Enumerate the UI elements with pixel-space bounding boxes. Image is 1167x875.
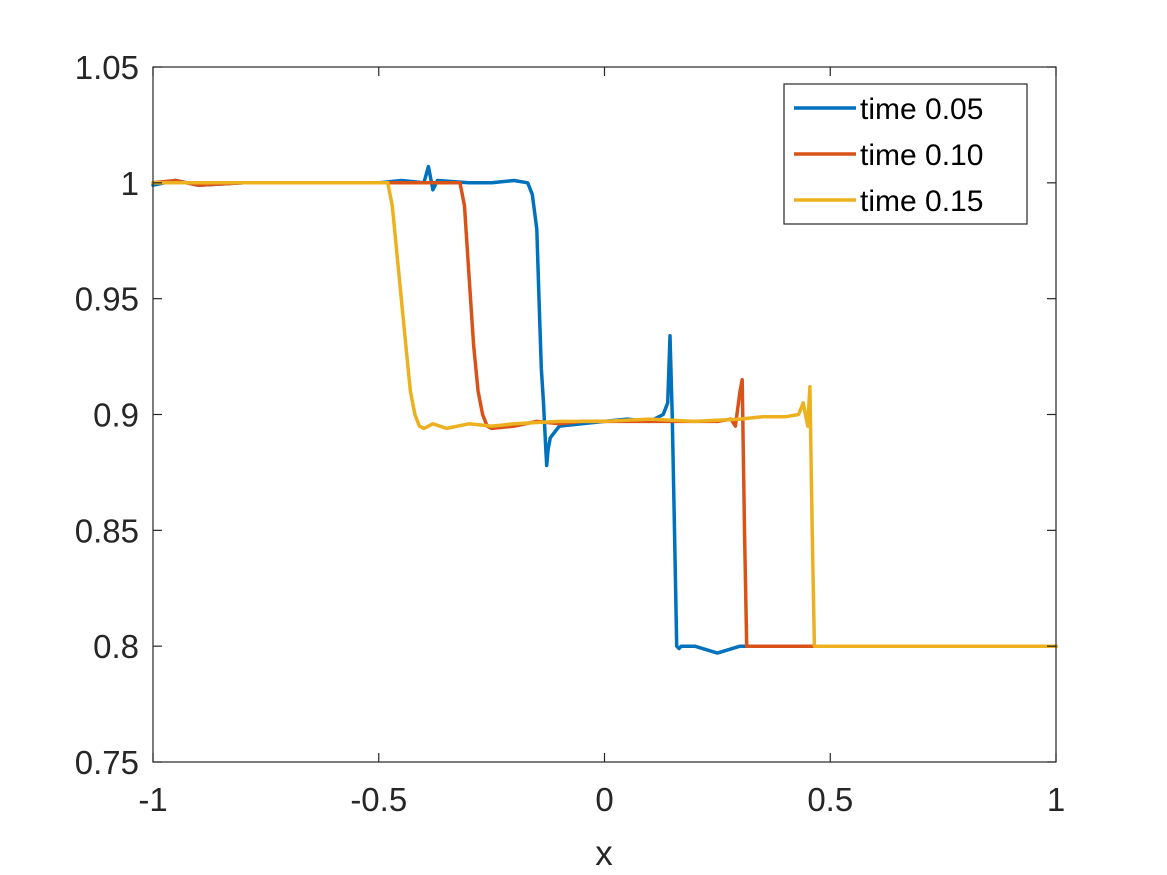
legend-label-1: time 0.05: [860, 93, 983, 126]
x-tick-label: 0.5: [807, 781, 853, 818]
plot-area: [151, 164, 1058, 655]
x-tick-label: 0: [595, 781, 613, 818]
y-tick-label: 1.05: [75, 49, 139, 86]
axes: -1 -0.5 0 0.5 1 0.75 0.8 0.85 0.9 0.95 1 1.05: [75, 49, 1065, 818]
y-tick-label: 0.85: [75, 512, 139, 549]
x-tick-label: -0.5: [350, 781, 407, 818]
y-tick-label: 0.95: [75, 281, 139, 318]
y-tick-label: 0.8: [93, 628, 139, 665]
y-tick-label: 0.75: [75, 744, 139, 781]
y-tick-label: 0.9: [93, 397, 139, 434]
x-axis-title: x: [595, 834, 613, 873]
legend-label-2: time 0.10: [860, 139, 983, 172]
x-tick-label: -1: [138, 781, 167, 818]
legend: time 0.05 time 0.10 time 0.15: [783, 83, 1028, 225]
series-line-3: [151, 181, 1058, 648]
x-tick-label: 1: [1047, 781, 1065, 818]
legend-label-3: time 0.15: [860, 185, 983, 218]
y-tick-label: 1: [121, 165, 139, 202]
